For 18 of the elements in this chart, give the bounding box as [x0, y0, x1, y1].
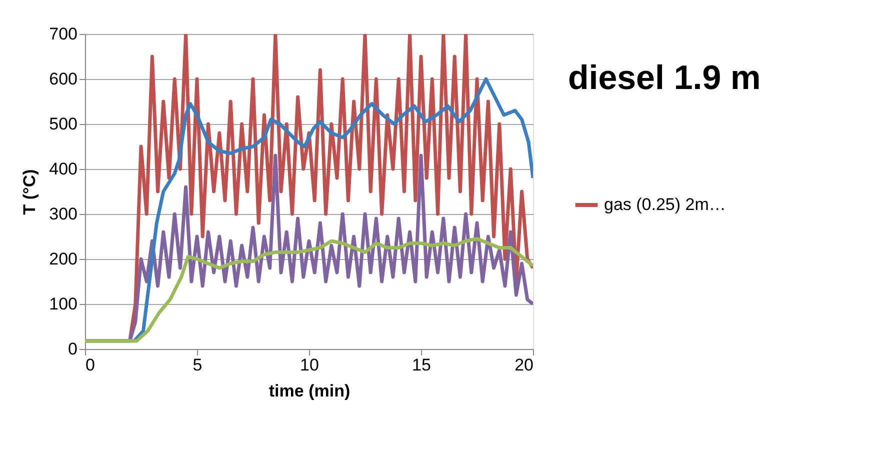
y-axis-title: T (°C) [20, 169, 40, 215]
text: diesel 1.9 m [568, 59, 761, 97]
line-series [85, 237, 533, 343]
y-tick-label: 700 [49, 24, 78, 44]
y-tick-label: 300 [49, 204, 78, 224]
x-tick-label: 5 [192, 356, 202, 374]
x-tick-label: 10 [300, 356, 319, 374]
y-tick-label: 500 [49, 114, 78, 134]
y-tick-label: 0 [68, 340, 78, 358]
x-tick-label: 15 [412, 356, 431, 374]
x-tick-label: 0 [86, 356, 95, 374]
x-tick-label: 20 [514, 356, 534, 374]
y-tick-label: 100 [49, 294, 78, 314]
x-axis-title: time (min) [268, 382, 350, 400]
y-tick-label: 600 [49, 70, 78, 88]
y-tick-label: 200 [49, 250, 78, 268]
y-tick-label: 400 [49, 160, 78, 178]
legend-label: gas (0.25) 2m… [604, 195, 726, 214]
